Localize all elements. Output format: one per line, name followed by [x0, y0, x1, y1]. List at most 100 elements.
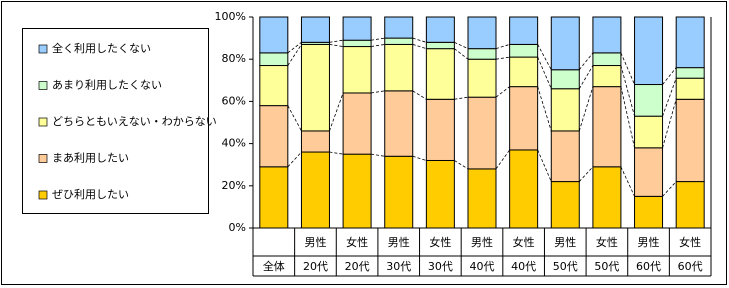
x-group-label: 女性 — [513, 235, 535, 249]
bar-segment — [342, 39, 372, 48]
series-line — [329, 92, 344, 132]
bar-segment — [509, 149, 539, 229]
x-tick-label: 50代 — [553, 260, 578, 273]
series-line — [412, 44, 427, 50]
series-line — [662, 67, 677, 85]
series-line — [662, 99, 677, 148]
bar-segment — [300, 43, 330, 132]
x-group-label: 男性 — [554, 235, 576, 249]
series-line — [537, 56, 552, 89]
bar-segment — [592, 65, 622, 88]
bar-segment — [384, 90, 414, 157]
x-tick-label: 50代 — [594, 260, 619, 273]
x-group-label: 男性 — [638, 235, 660, 249]
series-line — [578, 86, 594, 132]
series-line — [371, 90, 385, 94]
bar-segment — [675, 98, 705, 183]
x-tick-label: 40代 — [470, 260, 495, 273]
bar-segment — [342, 16, 372, 41]
legend-box — [22, 28, 209, 214]
bar-segment — [634, 147, 664, 197]
bar-segment — [509, 86, 539, 151]
series-line — [495, 44, 510, 50]
x-group-label: 男性 — [471, 235, 493, 249]
bar-segment — [425, 98, 455, 161]
bar-segment — [425, 16, 455, 43]
legend-label: ぜひ利用したい — [52, 188, 129, 201]
series-line — [454, 160, 469, 170]
bar-segment — [467, 58, 497, 98]
x-group-label: 女性 — [596, 235, 618, 249]
bar-segment — [592, 16, 622, 54]
bar-segment — [550, 130, 580, 183]
bar-segment — [592, 86, 622, 168]
series-line — [287, 151, 302, 168]
series-line — [662, 78, 677, 117]
x-group-label: 男性 — [388, 235, 410, 249]
bar-segment — [634, 195, 664, 229]
x-tick-label: 40代 — [511, 260, 536, 273]
series-line — [620, 86, 635, 148]
y-tick-label: 0% — [229, 221, 246, 234]
bar-segment — [675, 181, 705, 229]
bar-segment — [300, 130, 330, 153]
bar-segment — [592, 166, 622, 229]
series-line — [454, 48, 469, 60]
series-line — [287, 42, 302, 54]
bar-segment — [259, 65, 289, 107]
series-line — [329, 151, 344, 155]
series-line — [412, 155, 427, 161]
y-tick-label: 20% — [222, 179, 246, 192]
series-line — [578, 52, 594, 71]
legend-label: まあ利用したい — [52, 152, 129, 165]
bar-segment — [509, 16, 539, 45]
bar-segment — [550, 69, 580, 90]
y-tick-label: 40% — [222, 137, 246, 150]
bar-segment — [509, 43, 539, 58]
legend-label: 全く利用したくない — [52, 41, 151, 55]
legend-swatch — [38, 154, 48, 163]
x-tick-label: 30代 — [386, 260, 411, 273]
series-line — [620, 65, 635, 117]
bar-segment — [425, 48, 455, 100]
x-tick-label: 60代 — [636, 260, 661, 273]
series-line — [371, 153, 385, 157]
series-line — [412, 37, 427, 43]
series-line — [662, 181, 677, 197]
bar-segment — [550, 16, 580, 71]
series-line — [329, 39, 344, 43]
bar-segment — [634, 16, 664, 86]
y-tick-label: 80% — [222, 52, 246, 65]
legend-label: どちらともいえない・わからない — [52, 115, 217, 128]
bar-segment — [342, 92, 372, 155]
legend-swatch — [38, 117, 48, 127]
series-line — [495, 149, 510, 170]
bar-segment — [300, 16, 330, 43]
x-group-label: 女性 — [679, 235, 701, 249]
bar-segment — [467, 168, 497, 229]
legend-label: あまり利用したくない — [52, 79, 162, 92]
y-tick-label: 100% — [215, 10, 246, 23]
bar-segment — [592, 52, 622, 67]
legend-swatch — [38, 44, 48, 54]
x-tick-label: 30代 — [428, 260, 453, 273]
bar-segment — [425, 159, 455, 229]
x-tick-label: 60代 — [678, 260, 703, 273]
x-tick-label: 全体 — [263, 259, 285, 273]
bar-segment — [467, 96, 497, 170]
bar-segment — [259, 166, 289, 229]
bar-segment — [384, 37, 414, 45]
legend-swatch — [38, 81, 48, 90]
x-tick-label: 20代 — [345, 260, 370, 273]
bar-segment — [467, 48, 497, 60]
series-line — [537, 149, 552, 182]
x-tick-label: 20代 — [303, 260, 328, 273]
bar-segment — [634, 115, 664, 149]
bar-segment — [550, 88, 580, 132]
bar-segment — [467, 16, 497, 50]
series-line — [454, 96, 469, 100]
bar-segment — [425, 41, 455, 50]
x-group-label: 女性 — [429, 235, 451, 249]
bar-segment — [342, 46, 372, 94]
series-line — [454, 41, 469, 50]
